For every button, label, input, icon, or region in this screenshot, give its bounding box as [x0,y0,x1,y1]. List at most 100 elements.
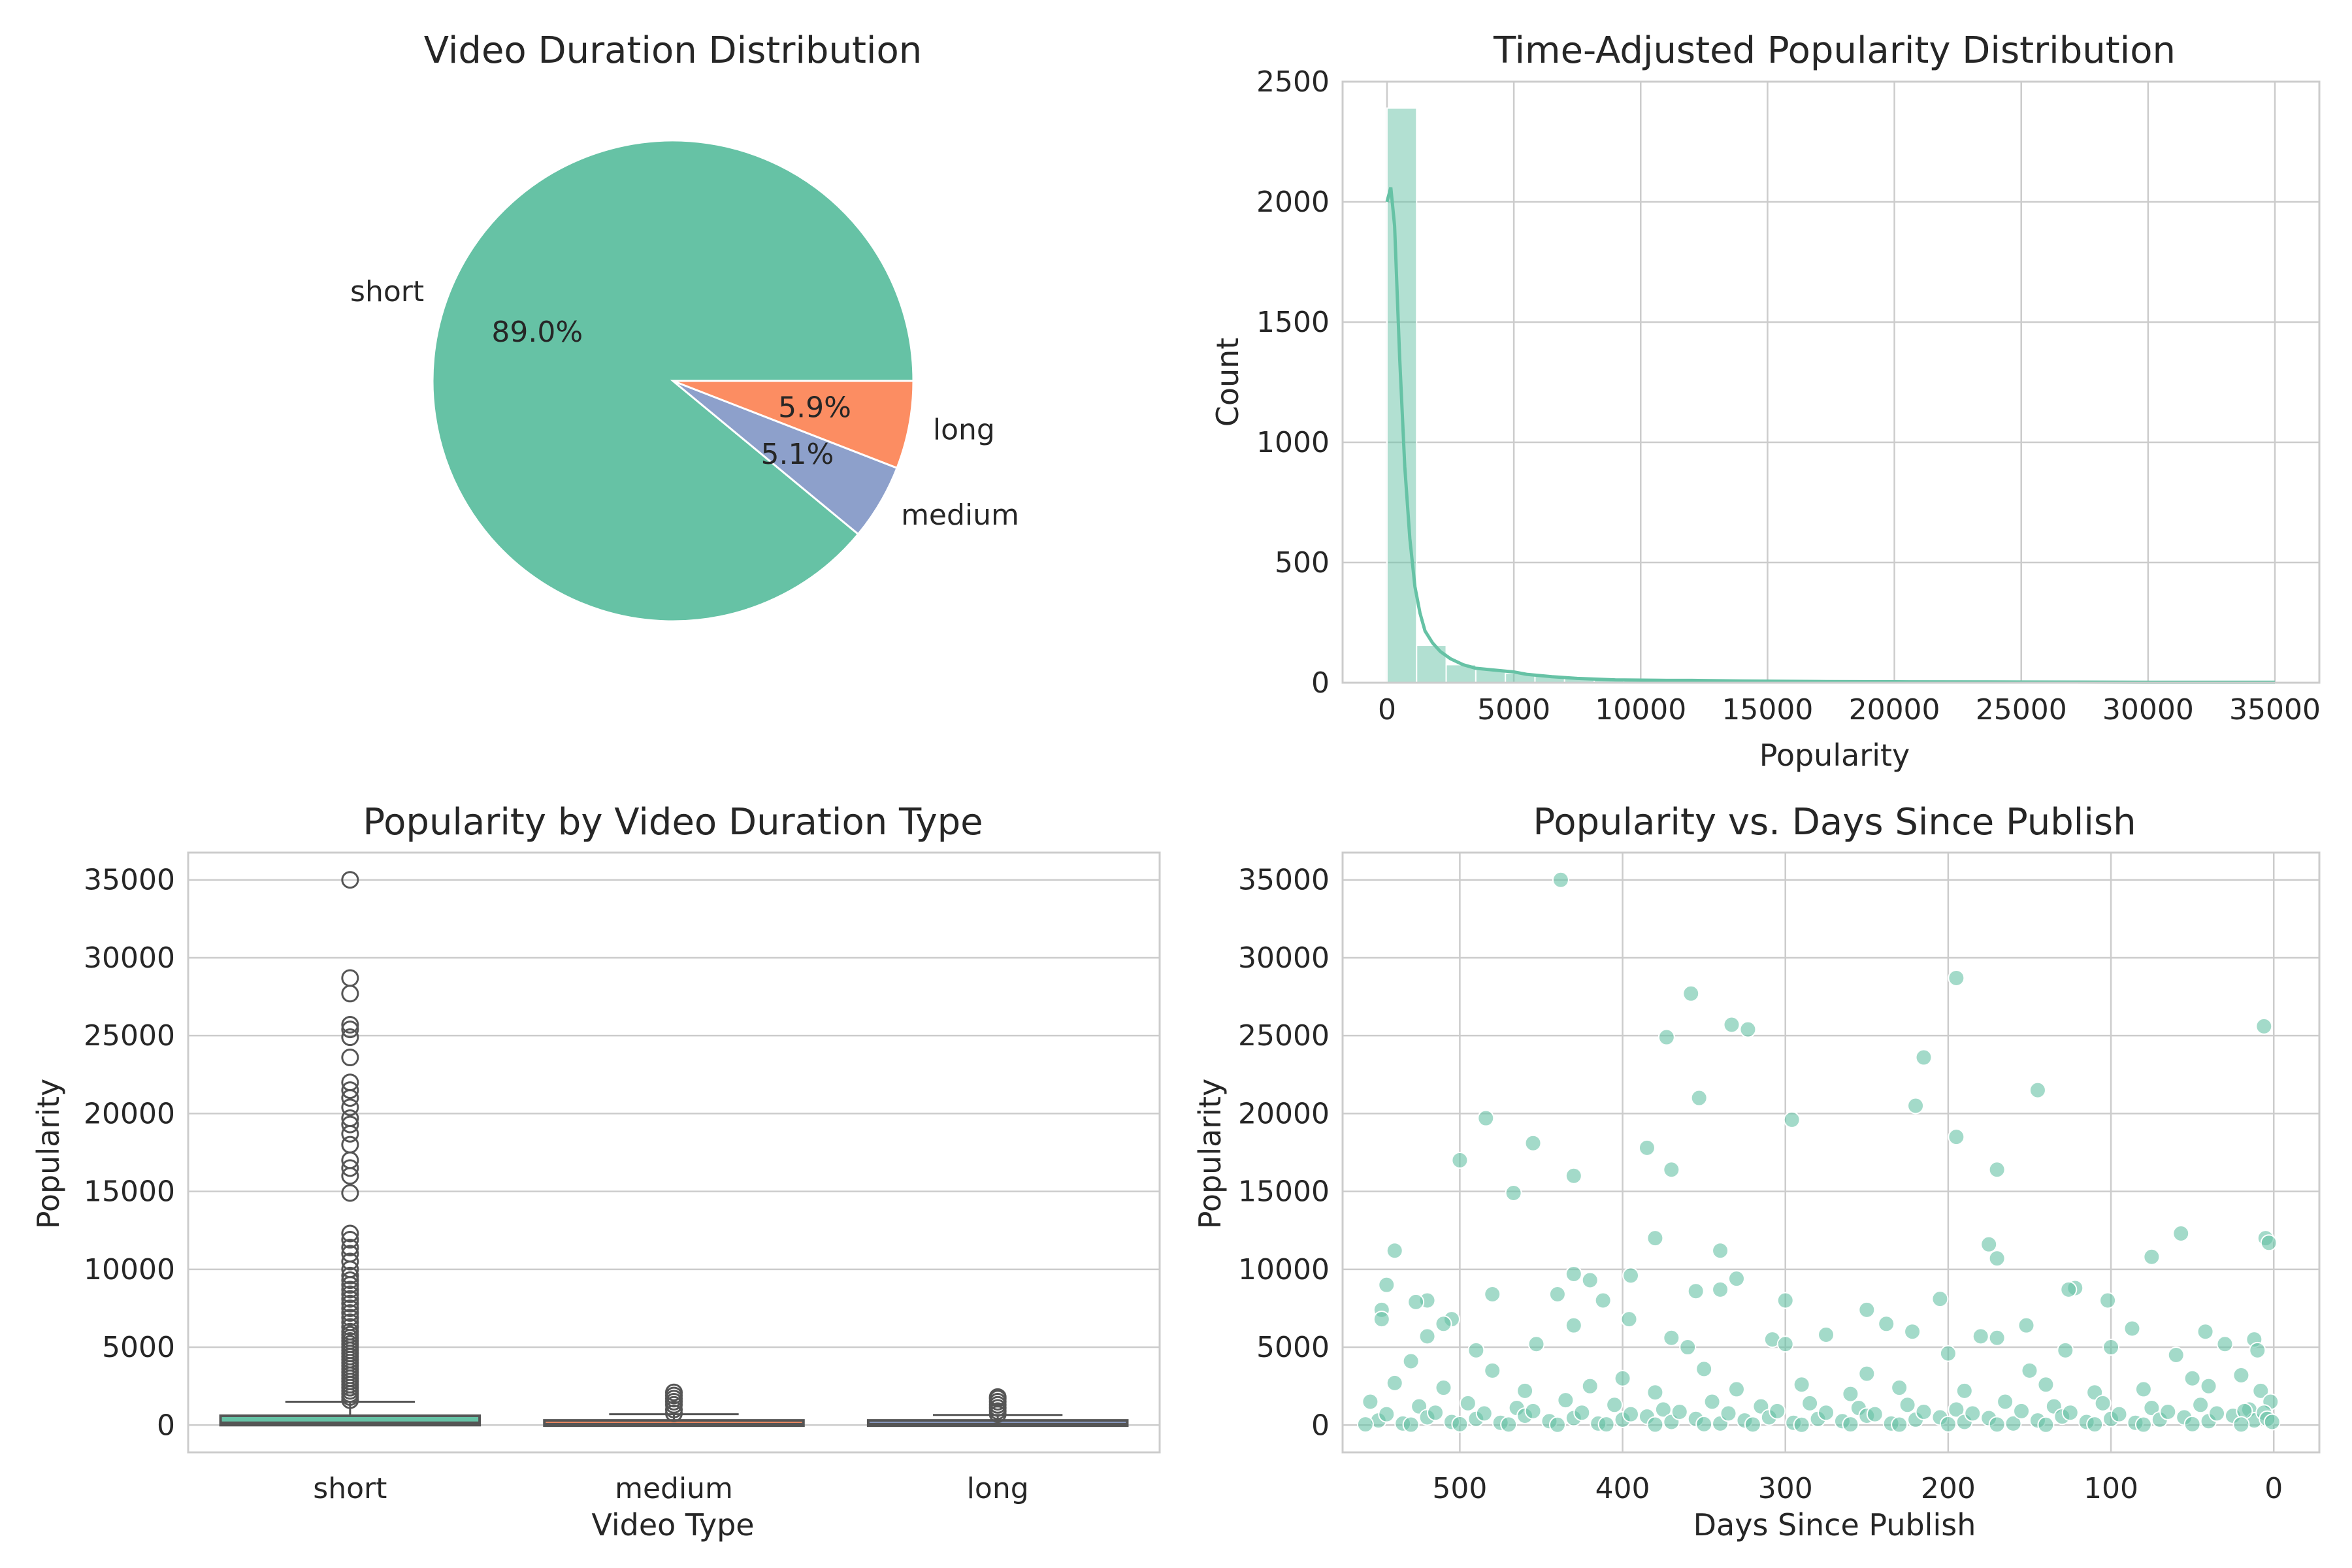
scatter-point [1948,969,1965,987]
scatter-point [1654,1401,1672,1418]
scatter-point [2208,1405,2226,1422]
boxplot-outlier [341,985,359,1003]
boxplot-panel: Popularity by Video Duration Type 0 5000 1… [31,801,1161,1543]
histogram-panel: Time-Adjusted Popularity Distribution 0 5… [1210,29,2321,773]
pie-label-short: short [350,275,424,308]
scatter-point [2167,1346,2185,1364]
scatter-point [2017,1316,2035,1334]
scatter-point [2037,1416,2055,1433]
boxplot-outlier [341,1231,359,1249]
histogram-frame [1341,80,2321,684]
scatter-point [1573,1404,1591,1422]
scatter-point [1964,1405,1982,1422]
boxplot-ytick-label: 20000 [84,1097,175,1130]
scatter-xtick-label: 300 [1758,1472,1813,1505]
boxplot-ylabel: Popularity [31,1079,66,1230]
scatter-point [1477,1109,1495,1127]
scatter-point [1720,1405,1737,1422]
boxplot-outlier [341,1299,359,1317]
scatter-point [1516,1382,1534,1399]
scatter-point [1548,1285,1566,1303]
scatter-xtick-label: 200 [1921,1472,1976,1505]
boxplot-outlier [341,871,359,889]
scatter-point [1907,1097,1925,1115]
scatter-point [1524,1134,1542,1152]
scatter-ytick-label: 30000 [1238,941,1330,975]
scatter-point [2172,1224,2190,1242]
histogram-bars [1386,107,2276,684]
scatter-point [2086,1416,2104,1433]
scatter-point [1484,1285,1501,1303]
scatter-point [1565,1316,1582,1334]
histogram-title: Time-Adjusted Popularity Distribution [1493,29,2176,72]
boxplot-outlier [341,1021,359,1039]
scatter-point [1695,1360,1713,1378]
scatter-point [1459,1394,1477,1412]
scatter-point [1878,1315,1895,1333]
boxplot-title: Popularity by Video Duration Type [363,801,983,843]
scatter-point [1980,1235,1998,1253]
scatter-xtick-label: 0 [2264,1472,2283,1505]
pie-labels: short 89.0% medium 5.1% long 5.9% [350,275,1019,532]
scatter-point [2159,1403,2177,1421]
scatter-point [1690,1089,1708,1107]
boxplot-outlier [341,1309,359,1327]
boxplot-outlier [341,1318,359,1336]
boxplot-outlier [341,1285,359,1303]
scatter-point [2060,1281,2078,1298]
pie-slice-long [672,380,915,470]
scatter-point [1776,1292,1794,1309]
boxplot-outlier [341,1271,359,1290]
boxplot-outlier [341,1322,359,1341]
pie-title: Video Duration Distribution [424,29,922,72]
scatter-point [1899,1396,1916,1414]
scatter-point [1614,1369,1631,1387]
scatter-point [1362,1393,1379,1411]
scatter-point [1638,1139,1656,1156]
boxplot-boxes [219,871,1129,1428]
histogram-xtick-label: 5000 [1477,693,1550,727]
scatter-point [1687,1282,1705,1300]
boxplot-outlier [665,1383,683,1401]
scatter-point [2200,1377,2217,1395]
pie-pct-medium: 5.1% [761,438,834,471]
boxplot-outlier [341,1073,359,1092]
scatter-ticks: 500 400 300 200 100 0050001000015000200002500… [1238,864,2283,1505]
scatter-point [1407,1293,1425,1311]
scatter-point [2134,1416,2152,1433]
scatter-point [1858,1301,1876,1318]
scatter-point [1939,1415,1957,1433]
scatter-point [2123,1320,2141,1337]
scatter-point [1646,1230,1664,1247]
scatter-point [1620,1311,1638,1328]
scatter-point [1373,1311,1390,1328]
scatter-title: Popularity vs. Days Since Publish [1533,801,2136,843]
scatter-point [1818,1326,1835,1343]
scatter-point [1988,1329,2006,1347]
boxplot-outlier [341,1252,359,1271]
boxplot-ytick-label: 15000 [84,1175,175,1209]
scatter-ylabel: Popularity [1192,1079,1228,1230]
scatter-point [1723,1016,1740,1034]
scatter-point [2216,1335,2234,1353]
scatter-ytick-label: 5000 [1256,1331,1330,1364]
histogram-xtick-label: 20000 [1849,693,1940,727]
pie-slices [431,139,915,623]
scatter-point [2183,1415,2201,1433]
scatter-point [1915,1049,1933,1066]
scatter-point [1646,1416,1664,1433]
scatter-point [1505,1184,1522,1201]
histogram-grid [1343,80,2319,684]
boxplot-xtick-label: short [313,1472,387,1505]
histogram-ytick-label: 1000 [1256,426,1330,459]
scatter-point [1581,1377,1599,1395]
histogram-ytick-label: 0 [1311,666,1330,700]
scatter-point [1475,1405,1493,1422]
scatter-point [1931,1290,1949,1308]
scatter-point [1891,1379,1908,1397]
scatter-point [1682,985,1700,1002]
pie-pct-short: 89.0% [491,316,583,349]
boxplot-outlier [341,1109,359,1128]
scatter-panel: Popularity vs. Days Since Publish 500 400… [1192,801,2321,1543]
scatter-point [1386,1374,1403,1392]
